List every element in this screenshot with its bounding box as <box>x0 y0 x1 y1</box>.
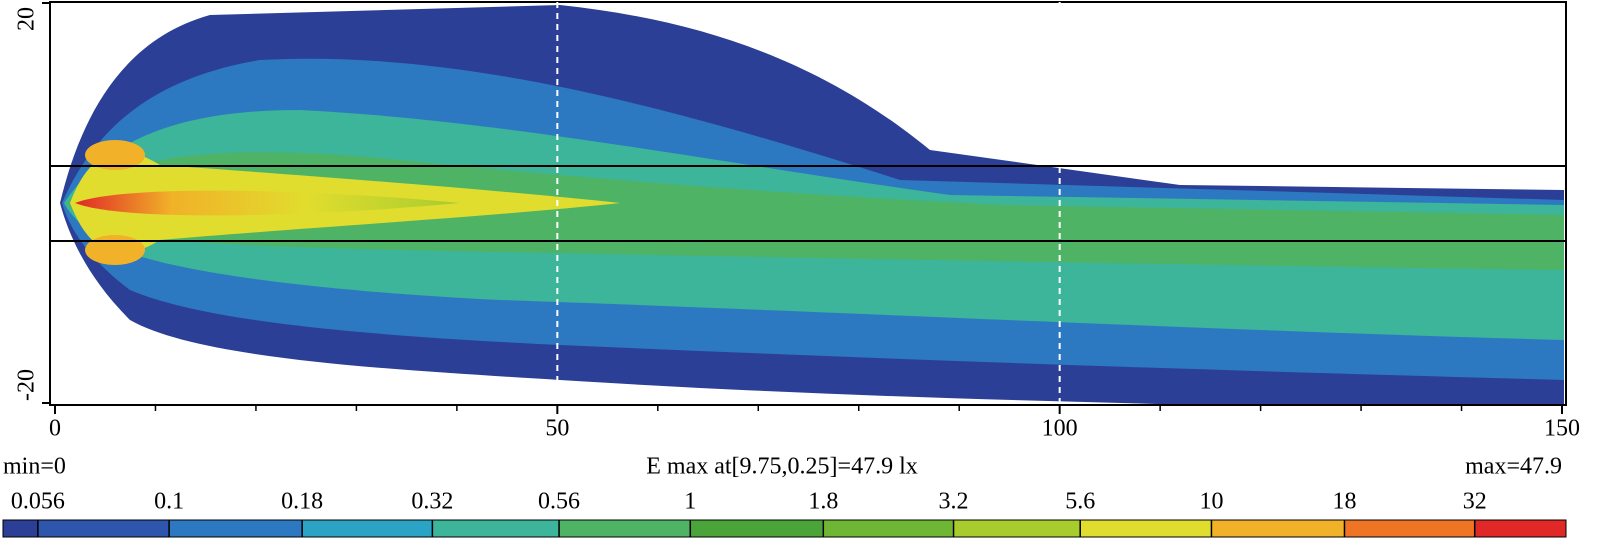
colorbar-tick-label: 0.56 <box>538 489 580 515</box>
colorbar-segment <box>823 520 954 537</box>
colorbar-tick-label: 1 <box>684 489 696 515</box>
colorbar-tick-label: 5.6 <box>1065 489 1095 515</box>
colorbar-segment <box>559 520 691 537</box>
colorbar-segment <box>690 520 824 537</box>
plot-frame <box>49 1 1567 406</box>
annotation: E max at[9.75,0.25]=47.9 lx <box>646 454 918 480</box>
y-tick-label: -20 <box>14 369 40 401</box>
min-label: min=0 <box>3 454 66 480</box>
colorbar-tick-label: 10 <box>1199 489 1223 515</box>
colorbar-segment <box>1080 520 1212 537</box>
colorbar-segment <box>1474 520 1566 537</box>
colorbar-tick-label: 3.2 <box>939 489 969 515</box>
colorbar-frame <box>2 519 1567 538</box>
x-tick-label: 50 <box>545 416 569 442</box>
heat-field <box>60 5 1564 405</box>
max-label: max=47.9 <box>1465 454 1562 480</box>
colorbar-tick-label: 0.1 <box>154 489 184 515</box>
colorbar-segment <box>3 520 38 537</box>
y-tick-label: 20 <box>14 7 40 31</box>
colorbar-segment <box>302 520 433 537</box>
colorbar-segment <box>432 520 560 537</box>
colorbar-tick-label: 0.32 <box>411 489 453 515</box>
colorbar-tick-label: 0.056 <box>11 489 65 515</box>
x-tick-label: 0 <box>49 416 61 442</box>
colorbar-tick-label: 1.8 <box>808 489 838 515</box>
colorbar-segment <box>169 520 303 537</box>
colorbar-tick-label: 32 <box>1463 489 1487 515</box>
colorbar-tick-label: 0.18 <box>281 489 323 515</box>
colorbar-segment <box>1211 520 1345 537</box>
colorbar-segment <box>1344 520 1475 537</box>
colorbar-segment <box>953 520 1081 537</box>
colorbar-segment <box>37 520 170 537</box>
x-tick-label: 150 <box>1544 416 1580 442</box>
x-tick-label: 100 <box>1042 416 1078 442</box>
colorbar-tick-label: 18 <box>1332 489 1356 515</box>
